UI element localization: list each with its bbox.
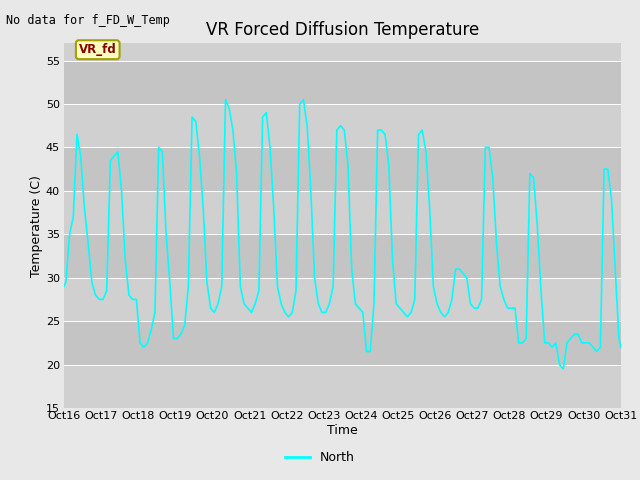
Bar bbox=[64, 147, 621, 191]
Bar bbox=[64, 321, 621, 365]
Bar bbox=[64, 365, 621, 408]
Bar bbox=[64, 104, 621, 147]
Text: VR_fd: VR_fd bbox=[79, 43, 116, 56]
X-axis label: Time: Time bbox=[327, 423, 358, 436]
Bar bbox=[64, 234, 621, 278]
Legend: North: North bbox=[280, 446, 360, 469]
Y-axis label: Temperature (C): Temperature (C) bbox=[30, 175, 43, 276]
Title: VR Forced Diffusion Temperature: VR Forced Diffusion Temperature bbox=[206, 21, 479, 39]
Text: No data for f_FD_W_Temp: No data for f_FD_W_Temp bbox=[6, 14, 170, 27]
Bar bbox=[64, 60, 621, 104]
Bar bbox=[64, 278, 621, 321]
Bar bbox=[64, 191, 621, 234]
